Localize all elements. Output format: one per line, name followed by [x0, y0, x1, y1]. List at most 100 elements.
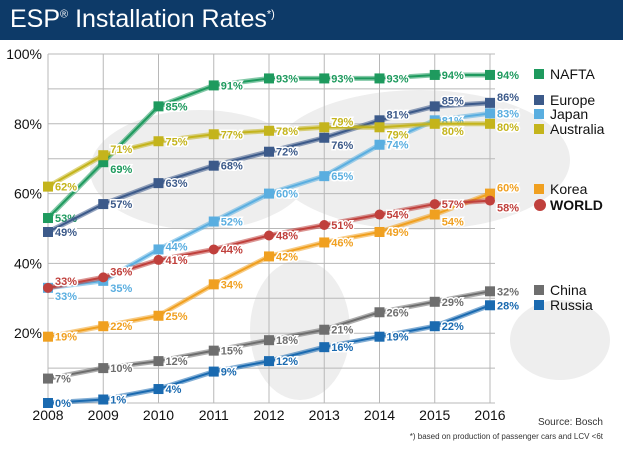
- legend-marker-europe: [534, 95, 544, 105]
- data-label-nafta: 93%: [387, 73, 409, 85]
- title-text: ESP: [10, 5, 61, 33]
- data-label-world: 44%: [221, 244, 243, 256]
- legend-marker-china: [534, 285, 544, 295]
- data-label-russia: 19%: [387, 332, 409, 344]
- data-point-russia: [208, 366, 219, 377]
- x-tick-label: 2016: [474, 407, 505, 423]
- data-point-korea: [264, 251, 274, 262]
- data-point-japan: [485, 108, 495, 119]
- legend-label-nafta: NAFTA: [550, 66, 596, 82]
- data-point-nafta: [429, 69, 440, 80]
- data-point-japan: [264, 188, 274, 199]
- data-point-europe: [319, 132, 330, 143]
- legend-marker-japan: [534, 109, 544, 119]
- y-tick-label: 100%: [6, 46, 42, 62]
- data-label-china: 10%: [110, 363, 132, 375]
- data-point-world: [319, 220, 330, 231]
- data-label-korea: 19%: [55, 332, 77, 344]
- data-label-china: 15%: [221, 346, 243, 358]
- data-label-japan: 44%: [166, 241, 188, 253]
- x-tick-label: 2014: [364, 407, 395, 423]
- data-label-korea: 34%: [221, 279, 243, 291]
- data-point-china: [374, 307, 385, 318]
- data-label-japan: 60%: [276, 189, 298, 201]
- data-point-china: [319, 324, 330, 335]
- data-point-russia: [374, 331, 385, 342]
- data-point-world: [264, 230, 274, 241]
- data-point-australia: [153, 136, 164, 147]
- title-footnote-mark: *): [266, 8, 275, 21]
- data-label-china: 21%: [331, 325, 353, 337]
- data-label-australia: 71%: [110, 144, 132, 156]
- data-point-russia: [153, 384, 164, 395]
- data-label-russia: 4%: [166, 384, 182, 396]
- legend-label-australia: Australia: [550, 121, 605, 137]
- legend-marker-world: [534, 199, 546, 211]
- data-point-nafta: [264, 73, 274, 84]
- x-tick-label: 2011: [199, 407, 229, 423]
- data-label-world: 36%: [110, 266, 132, 278]
- x-tick-label: 2015: [419, 407, 450, 423]
- data-label-china: 29%: [442, 297, 464, 309]
- legend-label-japan: Japan: [550, 106, 588, 122]
- data-point-russia: [485, 300, 495, 311]
- legend-marker-nafta: [534, 69, 544, 79]
- data-label-world: 41%: [166, 255, 188, 267]
- legend-marker-korea: [534, 184, 544, 194]
- data-label-japan: 65%: [331, 171, 353, 183]
- data-point-europe: [374, 115, 385, 126]
- data-label-europe: 63%: [166, 178, 188, 190]
- data-label-russia: 12%: [276, 356, 298, 368]
- data-label-nafta: 85%: [166, 101, 188, 113]
- x-tick-label: 2010: [143, 407, 174, 423]
- data-point-russia: [43, 398, 53, 408]
- data-label-russia: 22%: [442, 321, 464, 333]
- data-label-nafta: 94%: [497, 70, 519, 82]
- legend-marker-russia: [534, 300, 544, 310]
- x-tick-label: 2013: [309, 407, 340, 423]
- registered-mark: ®: [60, 8, 69, 21]
- legend-label-world: WORLD: [550, 197, 603, 213]
- data-label-china: 26%: [387, 307, 409, 319]
- legend-label-china: China: [550, 282, 587, 298]
- data-point-nafta: [153, 101, 164, 112]
- data-label-korea: 22%: [110, 321, 132, 333]
- x-tick-label: 2008: [32, 407, 63, 423]
- data-point-korea: [429, 209, 440, 220]
- data-label-australia: 77%: [221, 129, 243, 141]
- data-point-europe: [98, 199, 109, 210]
- data-label-europe: 49%: [55, 227, 77, 239]
- data-point-australia: [485, 118, 495, 129]
- data-point-japan: [319, 171, 330, 182]
- data-label-europe: 85%: [442, 95, 464, 107]
- data-point-russia: [264, 356, 274, 367]
- data-point-russia: [98, 394, 109, 405]
- data-point-australia: [319, 122, 330, 133]
- data-point-china: [485, 286, 495, 297]
- data-label-china: 12%: [166, 356, 188, 368]
- data-label-australia: 62%: [55, 182, 77, 194]
- data-label-korea: 46%: [331, 237, 353, 249]
- data-point-nafta: [319, 73, 330, 84]
- data-label-japan: 83%: [497, 108, 519, 120]
- data-point-nafta: [98, 157, 109, 168]
- data-label-china: 7%: [55, 374, 71, 386]
- data-label-europe: 72%: [276, 147, 298, 159]
- data-point-world: [208, 244, 219, 255]
- data-point-japan: [153, 244, 164, 255]
- data-point-europe: [43, 226, 53, 237]
- map-background-australia: [510, 300, 610, 380]
- legend-label-europe: Europe: [550, 92, 595, 108]
- title-bar: ESP® Installation Rates*): [0, 0, 623, 40]
- data-label-nafta: 91%: [221, 80, 243, 92]
- data-label-australia: 79%: [387, 129, 409, 141]
- data-point-nafta: [208, 80, 219, 91]
- data-label-korea: 49%: [387, 227, 409, 239]
- data-label-russia: 28%: [497, 300, 519, 312]
- data-label-europe: 57%: [110, 199, 132, 211]
- data-label-europe: 81%: [387, 109, 409, 121]
- data-label-world: 48%: [276, 230, 298, 242]
- y-tick-label: 60%: [14, 186, 42, 202]
